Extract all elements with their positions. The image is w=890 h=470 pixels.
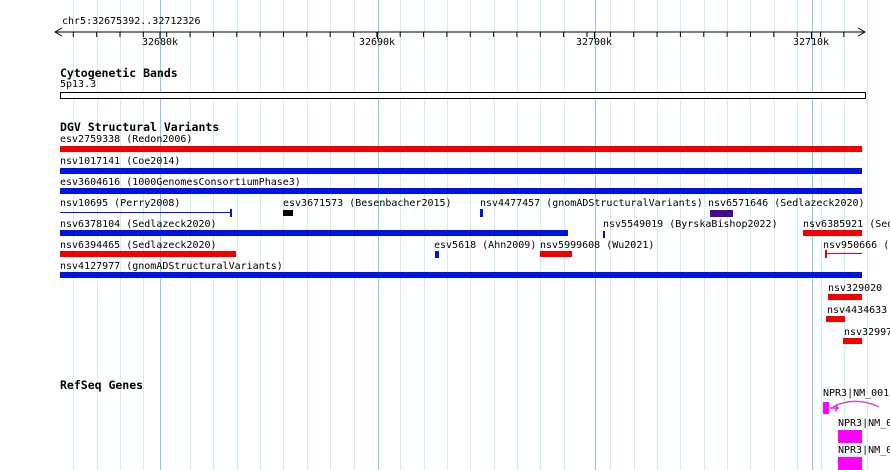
ruler-tick-label: 32700k: [575, 37, 613, 48]
variant-label-nsv950666[interactable]: nsv950666 (: [823, 240, 890, 251]
variant-label-esv3671573[interactable]: esv3671573 (Besenbacher2015): [283, 198, 452, 209]
variant-glyph-nsv950666[interactable]: [825, 253, 862, 254]
variant-glyph-nsv329020[interactable]: [828, 294, 862, 300]
gene-label-NPR3|NM_0012[interactable]: NPR3|NM_0012: [823, 388, 890, 399]
variant-label-esv3604616[interactable]: esv3604616 (1000GenomesConsortiumPhase3): [60, 177, 301, 188]
variant-label-nsv1017141[interactable]: nsv1017141 (Coe2014): [60, 156, 181, 167]
gene-glyph-NPR3|NM_0[interactable]: [838, 457, 862, 470]
variant-label-nsv32997[interactable]: nsv32997: [844, 327, 890, 338]
variant-label-nsv4477457[interactable]: nsv4477457 (gnomADStructuralVariants): [480, 198, 703, 209]
gridline-minor: [750, 0, 752, 470]
gridline-minor: [703, 0, 705, 470]
variant-glyph-nsv5999608[interactable]: [540, 251, 572, 257]
ruler: [53, 27, 867, 39]
variant-glyph-nsv4477457[interactable]: [480, 209, 483, 217]
ruler-tick-label: 32690k: [358, 37, 396, 48]
gridline-minor: [657, 0, 659, 470]
variant-glyph-nsv6385921[interactable]: [803, 230, 862, 236]
gridline-minor: [773, 0, 775, 470]
variant-glyph-nsv6378104[interactable]: [60, 230, 568, 236]
gridline-major: [594, 0, 596, 470]
variant-label-esv2759338[interactable]: esv2759338 (Redon2006): [60, 134, 193, 145]
section-title-cytobands: Cytogenetic Bands: [60, 66, 178, 80]
variant-label-nsv329020[interactable]: nsv329020: [828, 283, 883, 294]
variant-glyph-cap-nsv950666[interactable]: [825, 250, 827, 258]
variant-glyph-nsv4127977[interactable]: [60, 272, 862, 278]
variant-label-nsv5999608[interactable]: nsv5999608 (Wu2021): [540, 240, 655, 251]
variant-label-nsv4434633[interactable]: nsv4434633: [827, 305, 888, 316]
variant-label-nsv6571646[interactable]: nsv6571646 (Sedlazeck2020): [708, 198, 865, 209]
gene-label-NPR3|NM_0[interactable]: NPR3|NM_0: [838, 418, 890, 429]
variant-glyph-nsv6394465[interactable]: [60, 251, 236, 257]
ruler-tick-label: 32680k: [141, 37, 179, 48]
gridline-minor: [633, 0, 635, 470]
left-arrow-icon: [53, 27, 63, 37]
gene-glyph-NPR3|NM_0[interactable]: [838, 430, 862, 443]
variant-label-nsv10695[interactable]: nsv10695 (Perry2008): [60, 198, 181, 209]
gene-label-NPR3|NM_0[interactable]: NPR3|NM_0: [838, 445, 890, 456]
variant-glyph-cap-nsv10695[interactable]: [230, 209, 232, 217]
ruler-tick-label: 32710k: [792, 37, 830, 48]
gene-glyph-NPR3|NM_0012[interactable]: [823, 398, 881, 416]
intron-curve: [832, 400, 880, 408]
region-coordinates: chr5:32675392..32712326: [62, 16, 201, 27]
variant-glyph-esv5618[interactable]: [435, 251, 439, 258]
variant-glyph-esv2759338[interactable]: [60, 146, 862, 152]
right-arrow-icon: [857, 27, 867, 37]
cytoband-name: 5p13.3: [60, 79, 97, 90]
variant-glyph-nsv10695[interactable]: [60, 212, 232, 213]
variant-label-nsv5549019[interactable]: nsv5549019 (ByrskaBishop2022): [603, 219, 778, 230]
gridline-minor: [797, 0, 799, 470]
exon-box: [823, 402, 829, 414]
section-title-dgv: DGV Structural Variants: [60, 120, 220, 134]
variant-label-nsv6394465[interactable]: nsv6394465 (Sedlazeck2020): [60, 240, 217, 251]
variant-glyph-nsv5549019[interactable]: [603, 231, 605, 238]
variant-label-esv5618[interactable]: esv5618 (Ahn2009): [434, 240, 537, 251]
variant-glyph-nsv1017141[interactable]: [60, 168, 862, 174]
variant-glyph-esv3604616[interactable]: [60, 188, 862, 194]
gridline-minor: [680, 0, 682, 470]
gridline-minor: [727, 0, 729, 470]
gridline-minor: [610, 0, 612, 470]
variant-glyph-nsv4434633[interactable]: [826, 316, 845, 322]
variant-glyph-nsv32997[interactable]: [843, 338, 862, 344]
variant-label-nsv4127977[interactable]: nsv4127977 (gnomADStructuralVariants): [60, 261, 283, 272]
variant-label-nsv6378104[interactable]: nsv6378104 (Sedlazeck2020): [60, 219, 217, 230]
gridline-minor: [867, 0, 869, 470]
section-title-refseq: RefSeq Genes: [60, 378, 144, 392]
variant-label-nsv6385921[interactable]: nsv6385921 (Sedlazeck2020): [803, 219, 890, 230]
cytoband-rect[interactable]: [60, 92, 866, 99]
variant-glyph-nsv6571646[interactable]: [710, 210, 733, 217]
variant-glyph-esv3671573[interactable]: [283, 210, 293, 216]
